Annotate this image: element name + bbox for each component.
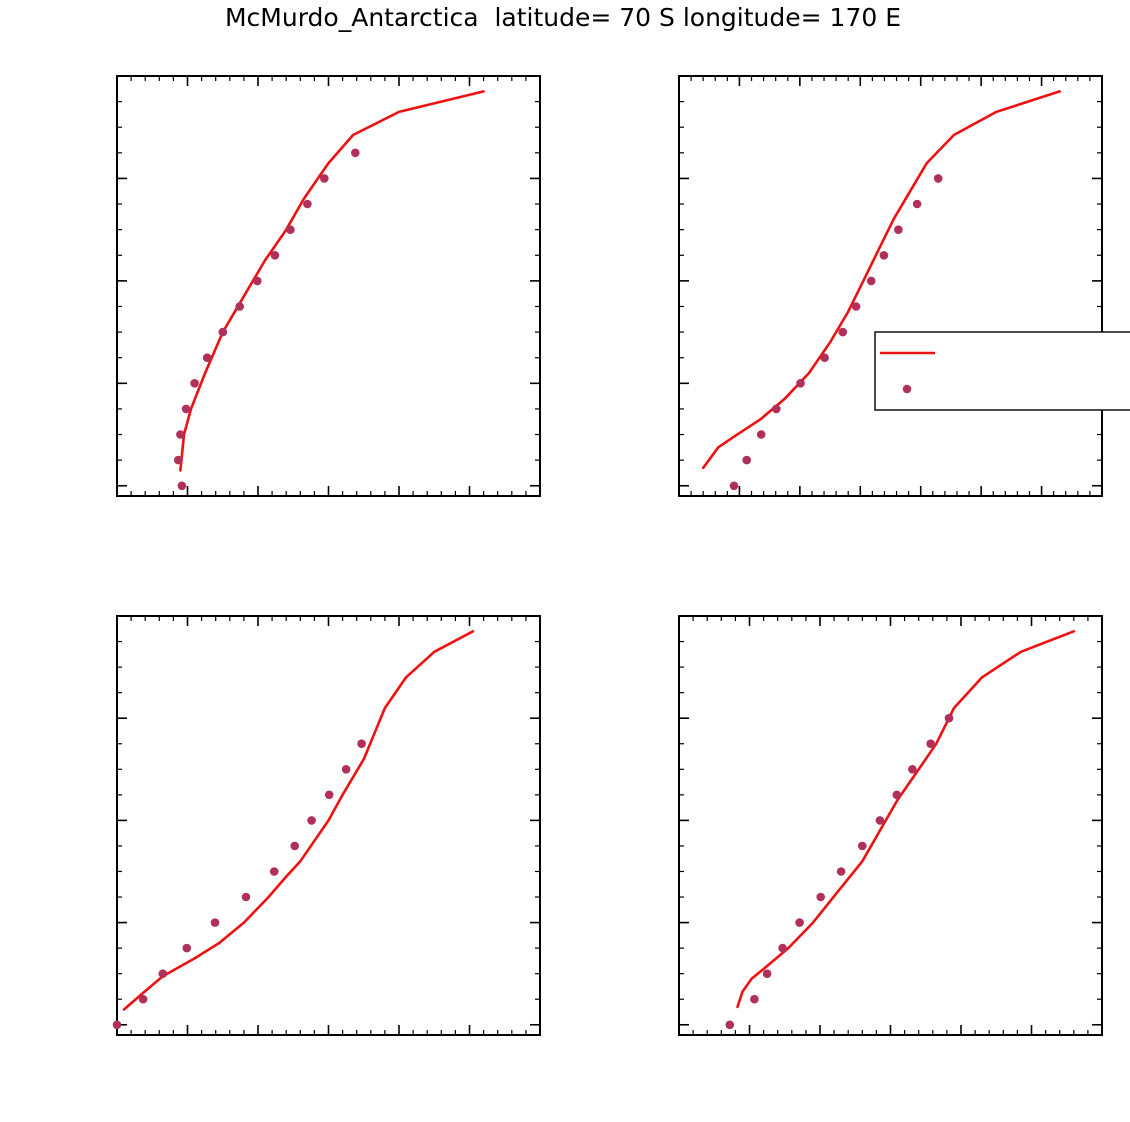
raobs-point xyxy=(836,867,846,876)
panels xyxy=(112,75,1130,1036)
raobs-point xyxy=(750,994,759,1004)
raobs-point xyxy=(269,867,279,876)
raobs-point xyxy=(816,892,825,902)
raobs-point xyxy=(894,225,903,234)
raobs-point xyxy=(796,379,805,388)
raobs-point xyxy=(341,765,351,774)
panel-apr xyxy=(678,75,1103,497)
raobs-point xyxy=(182,943,192,953)
raobs-point xyxy=(772,404,781,414)
model-line xyxy=(701,90,1061,470)
panel-oct xyxy=(678,615,1103,1036)
legend-box xyxy=(874,331,1130,411)
raobs-point xyxy=(176,430,185,439)
raobs-point xyxy=(879,251,889,260)
raobs-point xyxy=(351,148,360,158)
raobs-point xyxy=(838,327,848,337)
raobs-point xyxy=(851,302,861,311)
raobs-point xyxy=(270,251,280,260)
raobs-point xyxy=(177,481,187,491)
raobs-point xyxy=(158,969,168,978)
plot-frame xyxy=(678,75,1103,497)
raobs-point xyxy=(307,816,316,825)
raobs-point xyxy=(210,918,220,927)
raobs-point xyxy=(858,841,867,851)
raobs-point xyxy=(290,841,300,851)
raobs-point xyxy=(190,379,199,388)
raobs-point xyxy=(320,174,329,183)
raobs-point xyxy=(912,199,922,209)
raobs-point xyxy=(286,225,295,234)
plot-frame xyxy=(678,615,1103,1036)
raobs-point xyxy=(795,918,804,927)
raobs-point xyxy=(742,455,751,465)
model-line xyxy=(736,629,1076,1009)
raobs-point xyxy=(725,1020,735,1030)
raobs-point xyxy=(174,455,183,465)
plot-frame xyxy=(116,615,541,1036)
raobs-point xyxy=(762,969,772,978)
raobs-point xyxy=(875,816,885,825)
raobs-point xyxy=(112,1020,122,1030)
raobs-point xyxy=(181,404,191,414)
raobs-point xyxy=(933,174,943,183)
model-line xyxy=(122,629,475,1011)
raobs-point xyxy=(866,276,876,286)
raobs-point xyxy=(235,302,244,311)
raobs-point xyxy=(944,713,954,723)
raobs-point xyxy=(892,790,902,800)
raobs-point xyxy=(357,739,366,748)
legend-point-swatch xyxy=(902,384,912,394)
panel-jul xyxy=(112,615,541,1036)
raobs-point xyxy=(908,765,917,774)
raobs-point xyxy=(778,943,787,953)
raobs-point xyxy=(218,327,228,337)
raobs-point xyxy=(303,199,312,209)
figure-title: McMurdo_Antarctica latitude= 70 S longit… xyxy=(225,3,901,32)
raobs-point xyxy=(820,353,829,363)
raobs-point xyxy=(324,790,334,800)
panel-jan xyxy=(116,75,541,497)
raobs-point xyxy=(756,430,766,439)
raobs-point xyxy=(138,994,148,1004)
raobs-point xyxy=(926,739,935,748)
raobs-point xyxy=(202,353,212,363)
raobs-point xyxy=(729,481,739,491)
legend xyxy=(874,331,1130,411)
raobs-point xyxy=(241,892,251,902)
raobs-point xyxy=(252,276,262,286)
model-line xyxy=(179,90,485,472)
